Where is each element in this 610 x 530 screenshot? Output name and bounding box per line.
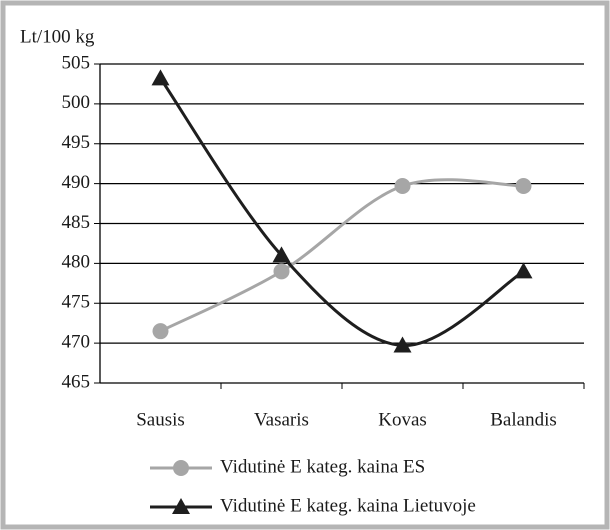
x-tick-label: Balandis	[490, 409, 557, 430]
data-point	[151, 69, 170, 86]
legend-label: Vidutinė E kateg. kaina ES	[220, 456, 425, 477]
y-tick-label: 465	[62, 371, 91, 392]
legend-label: Vidutinė E kateg. kaina Lietuvoje	[220, 495, 476, 516]
y-tick-label: 470	[62, 331, 91, 352]
data-point	[514, 262, 533, 279]
y-axis-label: Lt/100 kg	[20, 26, 95, 47]
y-tick-label: 505	[62, 52, 91, 73]
legend-marker	[173, 460, 189, 476]
y-tick-label: 475	[62, 292, 91, 313]
y-tick-label: 490	[62, 172, 91, 193]
data-point	[394, 178, 411, 195]
y-tick-label: 480	[62, 252, 91, 273]
data-point	[515, 178, 532, 195]
data-point	[393, 336, 412, 353]
y-tick-label: 500	[62, 92, 91, 113]
x-tick-label: Sausis	[136, 409, 185, 430]
data-point	[152, 323, 169, 340]
series-line	[159, 77, 525, 348]
x-tick-label: Vasaris	[254, 409, 309, 430]
series-line	[159, 178, 524, 333]
x-tick-label: Kovas	[378, 409, 427, 430]
y-tick-label: 485	[62, 212, 91, 233]
data-point	[272, 246, 291, 263]
legend-marker	[172, 498, 190, 514]
data-point	[273, 263, 290, 280]
y-tick-label: 495	[62, 132, 91, 153]
